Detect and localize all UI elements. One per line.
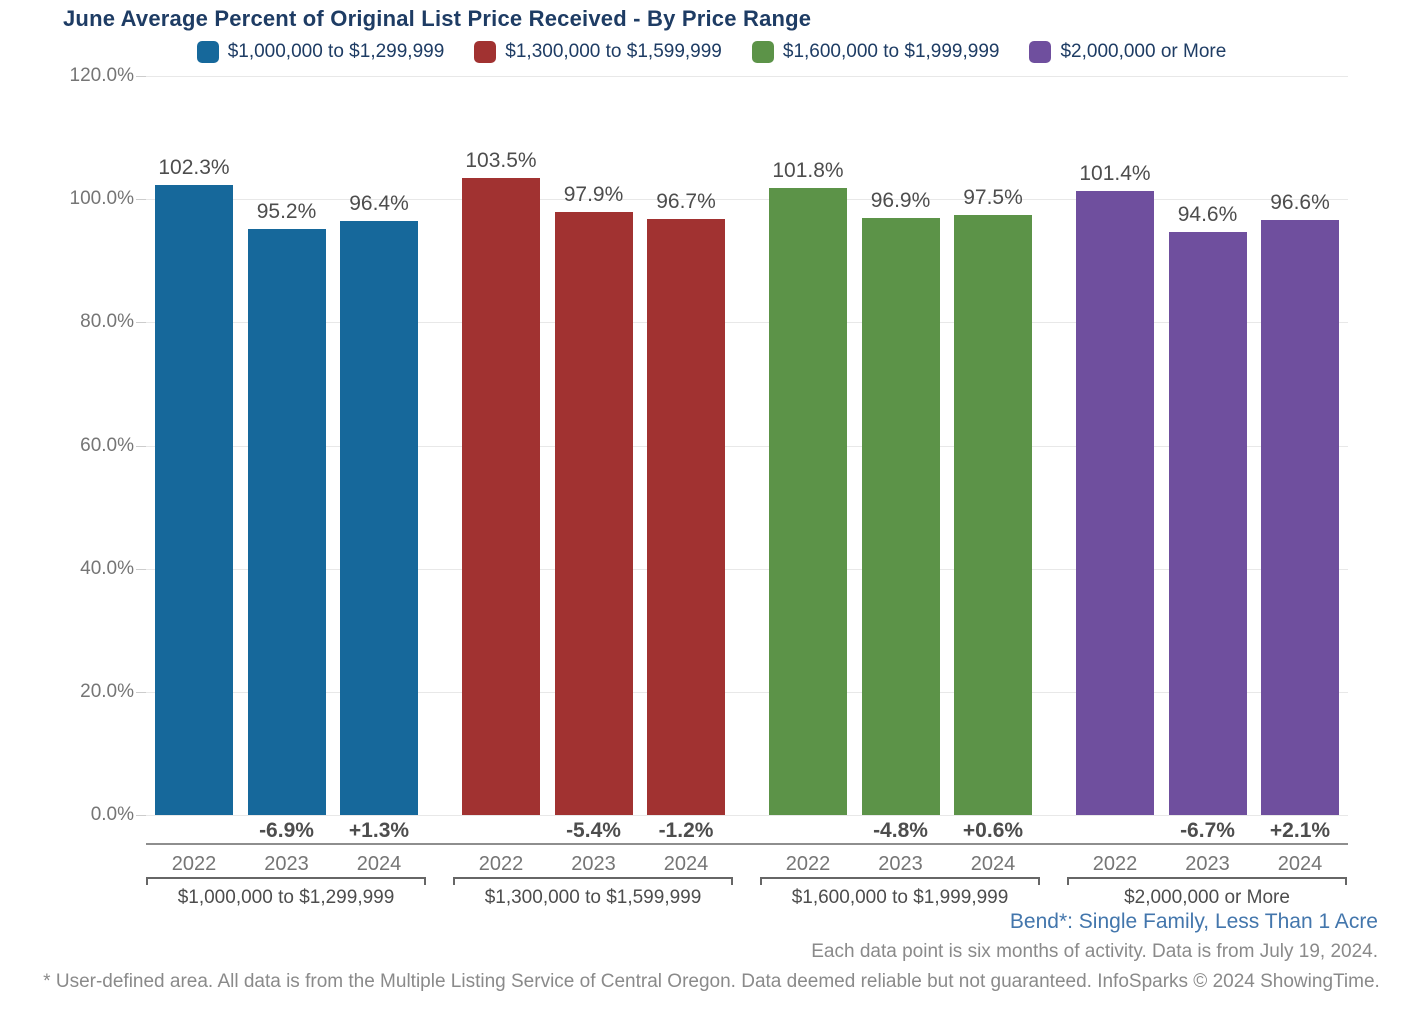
legend-item-label: $1,600,000 to $1,999,999 — [782, 41, 1000, 62]
x-axis-year-label: 2023 — [878, 853, 923, 875]
year-over-year-change-label: -6.9% — [259, 819, 314, 842]
legend-item-label: $1,300,000 to $1,599,999 — [505, 41, 722, 62]
bar-value-label: 101.8% — [772, 159, 844, 183]
y-axis-label: 0.0% — [90, 804, 134, 825]
bar — [554, 212, 633, 815]
bar — [769, 188, 847, 815]
area-label: Bend*: Single Family, Less Than 1 Acre — [1009, 910, 1378, 933]
legend-item: $1,000,000 to $1,299,999 — [196, 41, 445, 63]
bar — [462, 177, 540, 815]
x-axis-year-label: 2022 — [478, 853, 524, 875]
year-over-year-change-label: -4.8% — [873, 819, 928, 842]
year-over-year-change-label: -1.2% — [658, 819, 714, 842]
bar-value-label: 97.9% — [563, 183, 624, 207]
price-range-group-label: $1,000,000 to $1,299,999 — [177, 887, 395, 908]
y-axis-tick — [136, 568, 146, 570]
y-axis-tick — [136, 76, 146, 77]
bar — [1076, 190, 1154, 815]
year-over-year-change-label: +1.3% — [348, 819, 410, 842]
legend-item: $1,600,000 to $1,999,999 — [751, 41, 1000, 63]
legend-item: $2,000,000 or More — [1029, 41, 1226, 63]
chart-legend: $1,000,000 to $1,299,999 $1,300,000 to $1… — [0, 41, 1423, 63]
price-range-group-label: $1,600,000 to $1,999,999 — [791, 887, 1009, 908]
x-axis-year-label: 2023 — [264, 853, 309, 875]
x-axis-year-label: 2024 — [970, 853, 1016, 875]
legend-swatch-icon — [751, 41, 774, 63]
x-axis-year-label: 2023 — [571, 853, 616, 875]
bar-value-label: 101.4% — [1079, 161, 1151, 185]
y-axis-tick — [136, 691, 146, 693]
legend-item: $1,300,000 to $1,599,999 — [474, 41, 722, 63]
y-axis-label: 40.0% — [80, 557, 134, 579]
x-axis-year-label: 2024 — [1277, 853, 1323, 875]
y-gridline — [146, 445, 1348, 447]
bar-value-label: 97.5% — [963, 185, 1023, 209]
y-axis-label: 120.0% — [69, 65, 134, 86]
y-gridline — [146, 815, 1348, 816]
bar — [1261, 220, 1339, 815]
bar-value-label: 94.6% — [1177, 203, 1238, 227]
bar — [1168, 232, 1247, 815]
y-axis-label: 100.0% — [69, 188, 134, 210]
bar-value-label: 96.6% — [1270, 191, 1330, 215]
group-bracket — [453, 877, 733, 885]
y-gridline — [146, 568, 1348, 570]
bar-value-label: 95.2% — [256, 199, 317, 223]
x-axis-year-label: 2023 — [1185, 853, 1230, 875]
bar — [647, 219, 725, 815]
y-axis-tick — [136, 445, 146, 447]
chart-title: June Average Percent of Original List Pr… — [63, 6, 812, 31]
x-axis-year-label: 2022 — [785, 853, 831, 875]
group-bracket — [146, 877, 426, 885]
y-axis-label: 20.0% — [80, 680, 134, 702]
y-axis-label: 80.0% — [80, 311, 134, 333]
legend-swatch-icon — [1029, 41, 1052, 63]
bar — [861, 218, 940, 815]
x-axis-year-label: 2022 — [1092, 853, 1138, 875]
y-gridline — [146, 76, 1348, 77]
bar — [954, 214, 1032, 815]
bar-value-label: 102.3% — [158, 156, 230, 179]
bar — [155, 185, 233, 815]
price-range-group-label: $1,300,000 to $1,599,999 — [484, 887, 702, 908]
bar-value-label: 96.7% — [656, 190, 716, 214]
data-note: Each data point is six months of activit… — [811, 941, 1378, 962]
bar-value-label: 96.9% — [870, 189, 931, 213]
legend-swatch-icon — [196, 41, 219, 63]
bar-value-label: 103.5% — [465, 148, 537, 172]
y-gridline — [146, 199, 1348, 201]
year-over-year-change-label: -6.7% — [1180, 819, 1235, 842]
disclaimer: * User-defined area. All data is from th… — [43, 971, 1380, 992]
x-axis-year-label: 2022 — [171, 853, 217, 875]
y-axis-tick — [136, 199, 146, 201]
bar — [340, 221, 418, 815]
legend-item-label: $2,000,000 or More — [1060, 41, 1227, 62]
price-range-group-label: $2,000,000 or More — [1124, 887, 1290, 908]
y-axis-tick — [136, 815, 146, 816]
legend-item-label: $1,000,000 to $1,299,999 — [227, 41, 445, 62]
y-gridline — [146, 322, 1348, 324]
x-axis-year-label: 2024 — [663, 853, 709, 875]
y-axis-label: 60.0% — [80, 434, 134, 456]
group-bracket — [1067, 877, 1347, 885]
year-over-year-change-label: -5.4% — [566, 819, 621, 842]
year-over-year-change-label: +0.6% — [962, 819, 1024, 842]
y-axis-tick — [136, 322, 146, 324]
bar — [247, 228, 326, 815]
x-axis-year-label: 2024 — [356, 853, 402, 875]
year-over-year-change-label: +2.1% — [1269, 819, 1331, 842]
x-axis-line — [146, 843, 1348, 845]
bar-value-label: 96.4% — [349, 192, 409, 216]
legend-swatch-icon — [474, 41, 497, 63]
y-gridline — [146, 691, 1348, 693]
group-bracket — [760, 877, 1040, 885]
